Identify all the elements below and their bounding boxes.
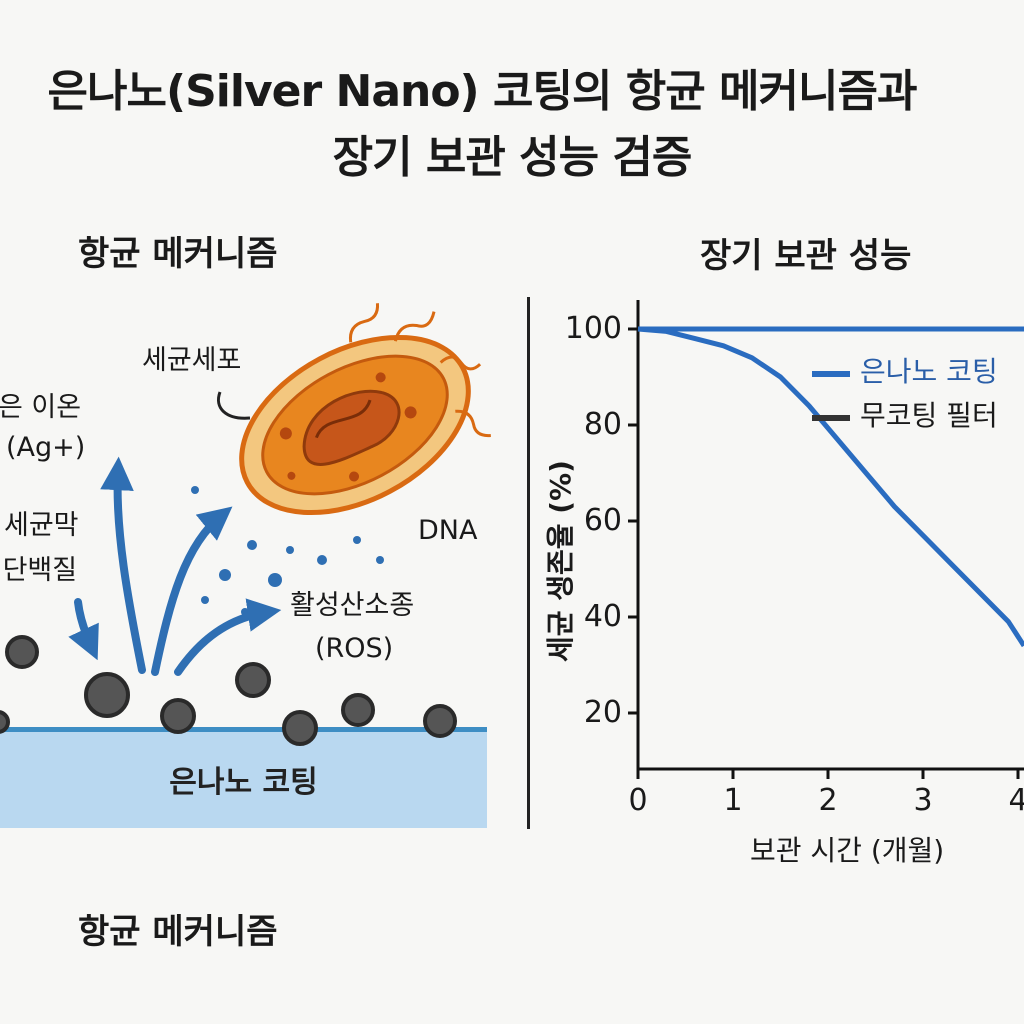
- mechanism-bottom-title: 항균 메커니즘: [78, 912, 278, 952]
- protein-label: ·단백질: [0, 555, 78, 586]
- action-arrows: [68, 456, 282, 676]
- main-title-line2: 장기 보관 성능 검증: [332, 132, 693, 183]
- bacteria-label-connector: [217, 391, 251, 420]
- y-tick-label: 60: [583, 503, 622, 538]
- silver-ion-label: 은 이온: [0, 392, 82, 423]
- ros-abbr-label: (ROS): [315, 633, 394, 664]
- silver-nano-coating-layer: [0, 727, 487, 828]
- coating-label: 은나노 코팅: [169, 765, 318, 800]
- x-tick-label: 4: [1008, 783, 1024, 818]
- mechanism-section-title: 항균 메커니즘: [78, 234, 278, 274]
- ros-label: 활성산소종: [290, 590, 415, 621]
- x-tick-label: 3: [913, 783, 933, 818]
- membrane-damage-arrow: [68, 598, 99, 661]
- x-tick-label: 2: [818, 783, 838, 818]
- x-axis-title: 보관 시간 (개월): [750, 834, 945, 867]
- y-tick-label: 20: [583, 695, 622, 730]
- y-tick-label: 40: [583, 599, 622, 634]
- ion-to-cell-arrow: [151, 506, 233, 676]
- dna-label: DNA: [418, 515, 478, 546]
- ros-particles: [191, 486, 384, 616]
- bacteria-cell: [239, 303, 491, 516]
- mechanism-illustration: [0, 303, 491, 746]
- series-line-uncoated: [637, 326, 1024, 648]
- legend-entry-coated: 은나노 코팅: [860, 355, 998, 388]
- x-tick-label: 0: [628, 783, 648, 818]
- membrane-label: 세균막: [4, 510, 79, 541]
- ros-generation-arrow: [174, 598, 282, 676]
- bacteria-cell-label: 세균세포: [142, 345, 242, 376]
- silver-ion-formula-label: (Ag+): [6, 432, 86, 463]
- ion-release-arrow: [100, 456, 146, 674]
- silver-nanoparticles: [0, 635, 457, 746]
- y-tick-label: 80: [583, 407, 622, 442]
- legend-entry-uncoated: 무코팅 필터: [860, 399, 998, 432]
- main-title-line1: 은나노(Silver Nano) 코팅의 항균 메커니즘과: [47, 66, 918, 117]
- y-tick-label: 100: [564, 311, 622, 346]
- panel-divider: [527, 297, 530, 829]
- storage-section-title: 장기 보관 성능: [700, 236, 912, 276]
- x-tick-label: 1: [723, 783, 743, 818]
